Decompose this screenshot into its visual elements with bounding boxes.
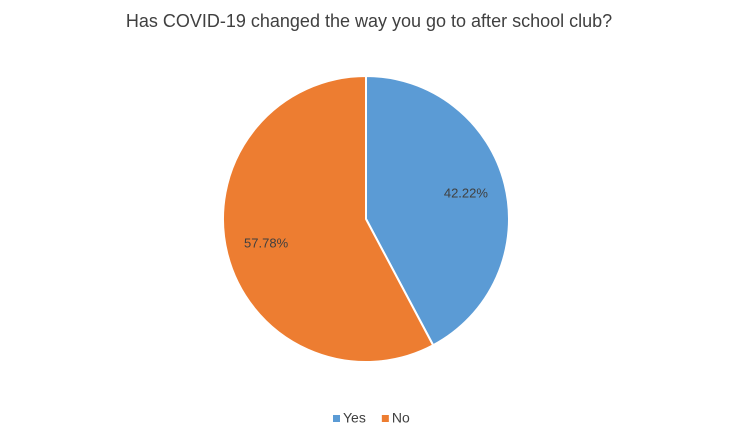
legend-swatch: [381, 415, 389, 422]
legend-label: Yes: [343, 410, 366, 426]
data-label: 42.22%: [444, 186, 489, 201]
legend-swatch: [333, 415, 340, 422]
pie-slice: [365, 74, 510, 347]
pie-slice: [222, 74, 435, 363]
legend-label: No: [392, 410, 410, 426]
chart-title: Has COVID-19 changed the way you go to a…: [126, 11, 612, 31]
data-label: 57.78%: [244, 235, 289, 250]
